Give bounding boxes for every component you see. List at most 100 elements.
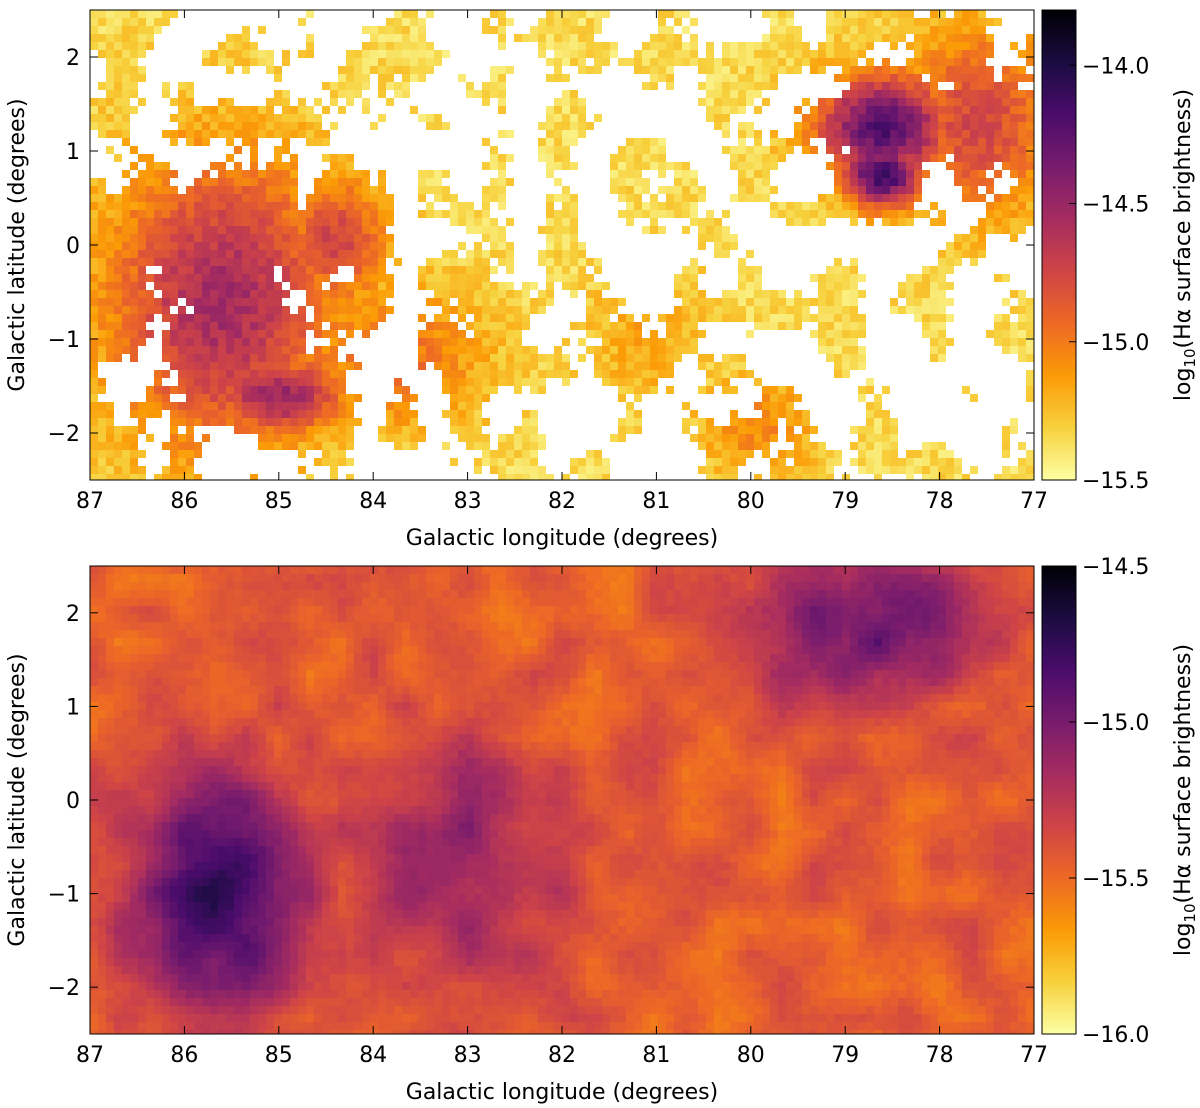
heatmap-cell — [394, 442, 402, 450]
heatmap-cell — [290, 362, 298, 370]
heatmap-cell — [818, 614, 826, 622]
heatmap-cell — [386, 434, 394, 442]
heatmap-cell — [146, 162, 154, 170]
heatmap-cell — [498, 322, 506, 330]
heatmap-cell — [338, 162, 346, 170]
heatmap-cell — [922, 154, 930, 162]
heatmap-cell — [770, 426, 778, 434]
heatmap-cell — [458, 410, 466, 418]
heatmap-cell — [450, 354, 458, 362]
heatmap-cell — [874, 450, 882, 458]
heatmap-cell — [242, 378, 250, 386]
heatmap-cell — [202, 234, 210, 242]
heatmap-cell — [354, 50, 362, 58]
heatmap-cell — [1026, 630, 1034, 638]
heatmap-cell — [778, 590, 786, 598]
heatmap-cell — [482, 338, 490, 346]
heatmap-cell — [1026, 74, 1034, 82]
heatmap-cell — [770, 590, 778, 598]
heatmap-cell — [130, 622, 138, 630]
heatmap-cell — [834, 58, 842, 66]
heatmap-cell — [506, 298, 514, 306]
heatmap-cell — [970, 42, 978, 50]
heatmap-cell — [850, 590, 858, 598]
heatmap-cell — [890, 194, 898, 202]
heatmap-cell — [282, 574, 290, 582]
heatmap-cell — [650, 50, 658, 58]
heatmap-cell — [442, 630, 450, 638]
heatmap-cell — [130, 426, 138, 434]
heatmap-cell — [834, 178, 842, 186]
heatmap-cell — [930, 466, 938, 474]
heatmap-cell — [850, 622, 858, 630]
heatmap-cell — [610, 362, 618, 370]
heatmap-cell — [642, 622, 650, 630]
heatmap-cell — [802, 418, 810, 426]
heatmap-cell — [354, 606, 362, 614]
heatmap-cell — [698, 386, 706, 394]
heatmap-cell — [162, 290, 170, 298]
heatmap-cell — [466, 378, 474, 386]
heatmap-cell — [186, 314, 194, 322]
heatmap-cell — [90, 450, 98, 458]
heatmap-cell — [394, 50, 402, 58]
heatmap-cell — [298, 606, 306, 614]
heatmap-cell — [98, 106, 106, 114]
heatmap-cell — [1002, 582, 1010, 590]
heatmap-cell — [954, 106, 962, 114]
heatmap-cell — [290, 130, 298, 138]
heatmap-cell — [714, 98, 722, 106]
heatmap-cell — [914, 314, 922, 322]
heatmap-cell — [90, 394, 98, 402]
heatmap-cell — [186, 98, 194, 106]
heatmap-cell — [266, 194, 274, 202]
heatmap-cell — [442, 330, 450, 338]
heatmap-cell — [338, 106, 346, 114]
heatmap-cell — [130, 18, 138, 26]
heatmap-cell — [938, 622, 946, 630]
heatmap-cell — [314, 418, 322, 426]
heatmap-cell — [834, 258, 842, 266]
heatmap-cell — [986, 66, 994, 74]
heatmap-cell — [474, 330, 482, 338]
heatmap-cell — [410, 10, 418, 18]
heatmap-cell — [690, 622, 698, 630]
heatmap-cell — [386, 590, 394, 598]
heatmap-cell — [770, 74, 778, 82]
heatmap-cell — [218, 250, 226, 258]
heatmap-cell — [146, 606, 154, 614]
heatmap-cell — [578, 42, 586, 50]
heatmap-cell — [954, 130, 962, 138]
heatmap-cell — [546, 42, 554, 50]
heatmap-cell — [714, 434, 722, 442]
heatmap-cell — [946, 250, 954, 258]
heatmap-cell — [882, 434, 890, 442]
heatmap-cell — [970, 90, 978, 98]
heatmap-cell — [834, 162, 842, 170]
heatmap-cell — [90, 122, 98, 130]
heatmap-cell — [98, 466, 106, 474]
heatmap-cell — [106, 458, 114, 466]
heatmap-cell — [634, 154, 642, 162]
heatmap-cell — [218, 202, 226, 210]
heatmap-cell — [626, 338, 634, 346]
heatmap-cell — [722, 306, 730, 314]
heatmap-cell — [762, 630, 770, 638]
heatmap-cell — [938, 106, 946, 114]
heatmap-cell — [434, 638, 442, 646]
heatmap-cell — [874, 590, 882, 598]
heatmap-cell — [250, 306, 258, 314]
heatmap-cell — [370, 234, 378, 242]
heatmap-cell — [106, 566, 114, 574]
heatmap-cell — [714, 582, 722, 590]
heatmap-cell — [146, 614, 154, 622]
heatmap-cell — [562, 210, 570, 218]
heatmap-cell — [282, 362, 290, 370]
heatmap-cell — [210, 282, 218, 290]
heatmap-cell — [474, 322, 482, 330]
heatmap-cell — [282, 630, 290, 638]
heatmap-cell — [194, 298, 202, 306]
heatmap-cell — [370, 242, 378, 250]
heatmap-cell — [298, 630, 306, 638]
heatmap-cell — [474, 442, 482, 450]
